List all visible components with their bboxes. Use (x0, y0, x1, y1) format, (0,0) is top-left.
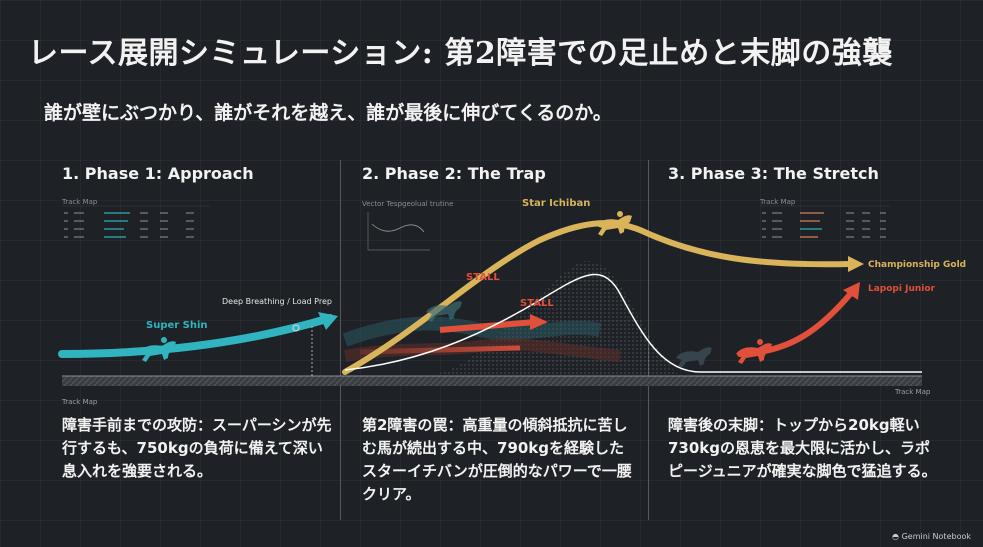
phase-3-heading: 3. Phase 3: The Stretch (668, 164, 879, 183)
footer-brand: ◓ Gemini Notebook (892, 532, 971, 541)
horse-rider-icon (596, 211, 632, 236)
deep-breathing-label: Deep Breathing / Load Prep (222, 297, 332, 306)
page-subtitle: 誰が壁にぶつかり、誰がそれを越え、誰が最後に伸びてくるのか。 (44, 102, 612, 124)
lapopi-path (737, 289, 855, 357)
mini-table-right (760, 205, 890, 238)
phase-2-description: 第2障害の罠：高重量の傾斜抵抗に苦しむ馬が続出する中、790kgを経験したスター… (362, 416, 632, 503)
load-curve (344, 273, 922, 373)
championship-gold-label: Championship Gold (868, 260, 966, 270)
stall-label-2: STALL (520, 298, 554, 309)
track-map-label-right: Track Map (895, 388, 931, 396)
championship-arrow (848, 256, 864, 272)
horse-rider-icon (140, 337, 176, 362)
stall-arrow-1 (439, 319, 536, 333)
stall-arrow-2 (359, 345, 521, 355)
phase-1-heading: 1. Phase 1: Approach (62, 164, 254, 183)
mini-table-left (62, 205, 210, 238)
track-map-mini-title-2: Track Map (760, 198, 796, 206)
phase-divider (340, 160, 341, 520)
obstacle-hill (420, 260, 680, 376)
horse-rider-icon (676, 347, 712, 368)
phase-1-description: 障害手前までの攻防：スーパーシンが先行するも、750kgの負荷に備えて深い息入れ… (62, 416, 332, 480)
super-shin-arrow (318, 312, 338, 330)
super-shin-path (58, 314, 334, 358)
lapopi-arrow (843, 282, 860, 300)
gemini-logo-icon: ◓ (892, 532, 900, 541)
phase-3-description: 障害後の末脚：トップから20kg軽い730kgの恩恵を最大限に活かし、ラポピージ… (668, 416, 937, 480)
horse-rider-icon (736, 339, 772, 364)
vector-chart-title: Vector Tespgeolual trutine (362, 200, 454, 208)
track-map-label-left: Track Map (62, 398, 98, 406)
stall-label-1: STALL (466, 272, 500, 283)
mini-vector-chart (367, 212, 430, 251)
track-map-mini-title-1: Track Map (62, 198, 98, 206)
star-ichiban-label: Star Ichiban (522, 198, 590, 209)
lapopi-junior-label: Lapopi Junior (868, 284, 936, 294)
super-shin-label: Super Shin (146, 320, 208, 331)
page-title: レース展開シミュレーション: 第2障害での足止めと末脚の強襲 (28, 36, 893, 71)
track-strip (62, 376, 922, 386)
horse-rider-icon (426, 301, 462, 322)
phase-2-heading: 2. Phase 2: The Trap (362, 164, 546, 183)
